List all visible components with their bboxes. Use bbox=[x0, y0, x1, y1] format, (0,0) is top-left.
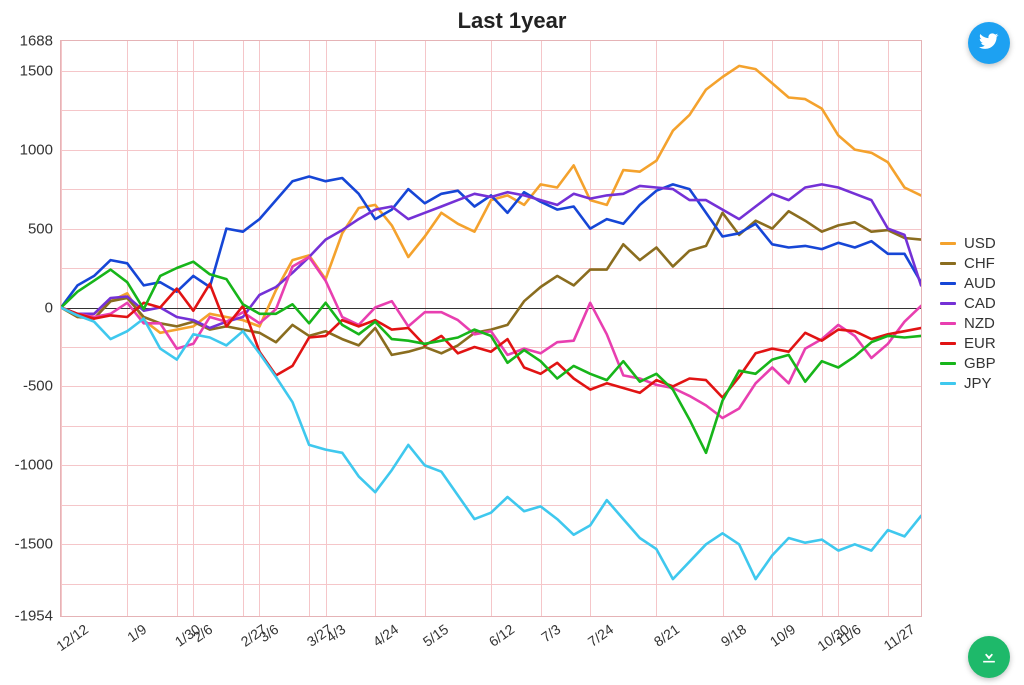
x-tick-label: 4/24 bbox=[367, 616, 402, 650]
series-svg bbox=[61, 41, 921, 616]
legend: USD CHF AUD CAD NZD EUR GBP JPY bbox=[940, 232, 996, 395]
download-icon bbox=[979, 645, 999, 670]
x-tick-label: 8/21 bbox=[648, 616, 683, 650]
y-tick-label: 0 bbox=[45, 299, 61, 316]
legend-item-aud[interactable]: AUD bbox=[940, 275, 996, 292]
legend-item-cad[interactable]: CAD bbox=[940, 295, 996, 312]
legend-swatch bbox=[940, 362, 956, 365]
legend-swatch bbox=[940, 282, 956, 285]
y-tick-label: -500 bbox=[23, 378, 61, 395]
legend-label: JPY bbox=[964, 375, 992, 392]
legend-swatch bbox=[940, 302, 956, 305]
legend-label: AUD bbox=[964, 275, 996, 292]
legend-item-gbp[interactable]: GBP bbox=[940, 355, 996, 372]
legend-swatch bbox=[940, 382, 956, 385]
y-tick-label: -1500 bbox=[15, 536, 61, 553]
y-tick-label: -1000 bbox=[15, 457, 61, 474]
legend-label: USD bbox=[964, 235, 996, 252]
legend-swatch bbox=[940, 262, 956, 265]
y-tick-label: 1000 bbox=[20, 141, 61, 158]
chart-container: Last 1year -1954-1500-1000-5000500100015… bbox=[0, 0, 1024, 685]
legend-label: NZD bbox=[964, 315, 995, 332]
y-tick-label: -1954 bbox=[15, 608, 61, 625]
legend-item-chf[interactable]: CHF bbox=[940, 255, 996, 272]
x-tick-label: 5/15 bbox=[416, 616, 451, 650]
series-line-usd bbox=[61, 66, 921, 333]
twitter-icon bbox=[979, 31, 999, 56]
legend-item-nzd[interactable]: NZD bbox=[940, 315, 996, 332]
legend-label: CAD bbox=[964, 295, 996, 312]
x-tick-label: 11/27 bbox=[877, 616, 917, 654]
legend-item-eur[interactable]: EUR bbox=[940, 335, 996, 352]
x-tick-label: 7/3 bbox=[534, 616, 563, 645]
plot-area: -1954-1500-1000-500050010001500168812/12… bbox=[60, 40, 922, 617]
x-tick-label: 7/24 bbox=[582, 616, 617, 650]
legend-item-jpy[interactable]: JPY bbox=[940, 375, 996, 392]
y-tick-label: 1688 bbox=[20, 33, 61, 50]
y-tick-label: 1500 bbox=[20, 62, 61, 79]
x-tick-label: 1/9 bbox=[121, 616, 150, 645]
legend-label: EUR bbox=[964, 335, 996, 352]
legend-swatch bbox=[940, 322, 956, 325]
y-tick-label: 500 bbox=[28, 220, 61, 237]
download-button[interactable] bbox=[968, 636, 1010, 678]
x-tick-label: 6/12 bbox=[482, 616, 517, 650]
series-line-gbp bbox=[61, 262, 921, 453]
legend-item-usd[interactable]: USD bbox=[940, 235, 996, 252]
legend-swatch bbox=[940, 342, 956, 345]
x-tick-label: 10/9 bbox=[763, 616, 798, 650]
legend-swatch bbox=[940, 242, 956, 245]
legend-label: GBP bbox=[964, 355, 996, 372]
chart-title: Last 1year bbox=[0, 8, 1024, 34]
x-tick-label: 9/18 bbox=[714, 616, 749, 650]
twitter-share-button[interactable] bbox=[968, 22, 1010, 64]
legend-label: CHF bbox=[964, 255, 995, 272]
